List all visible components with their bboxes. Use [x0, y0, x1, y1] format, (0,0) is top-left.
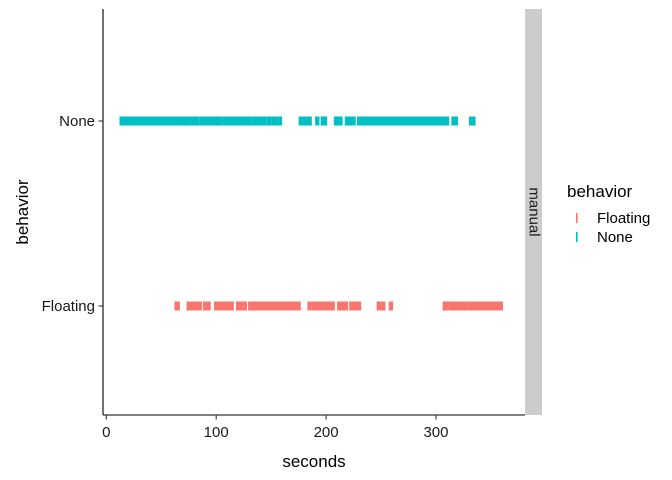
x-tick-label: 200: [314, 424, 339, 441]
data-point-none: [260, 116, 265, 126]
data-point-floating: [254, 301, 260, 311]
data-point-none: [322, 116, 328, 126]
data-point-floating: [381, 301, 386, 311]
data-point-none: [344, 116, 350, 126]
y-axis-ticks: Floating None: [42, 113, 103, 315]
y-tick-label: Floating: [42, 298, 95, 315]
data-point-floating: [307, 301, 312, 311]
data-point-floating: [193, 301, 198, 311]
data-point-none: [444, 116, 450, 126]
data-point-none: [315, 116, 320, 126]
data-point-floating: [328, 301, 333, 311]
panel-background: [103, 9, 525, 415]
data-point-floating: [206, 301, 211, 311]
data-point-none: [253, 116, 258, 126]
data-point-floating: [478, 301, 484, 311]
data-point-floating: [296, 301, 301, 311]
chart-marks: [119, 116, 504, 311]
data-point-floating: [337, 301, 342, 311]
data-point-none: [227, 116, 232, 126]
data-point-none: [159, 116, 164, 126]
x-tick-label: 300: [423, 424, 448, 441]
data-point-none: [405, 116, 410, 126]
legend-label-floating: Floating: [597, 210, 650, 227]
data-point-floating: [267, 301, 273, 311]
data-point-floating: [443, 301, 449, 311]
facet-strip-background: [525, 9, 542, 415]
y-axis-title: behavior: [13, 179, 32, 245]
data-point-none: [244, 116, 250, 126]
data-point-none: [394, 116, 399, 126]
legend: behavior Floating None: [567, 182, 650, 246]
data-point-floating: [492, 301, 497, 311]
data-point-none: [351, 116, 356, 126]
x-axis-title: seconds: [282, 452, 345, 471]
data-point-floating: [349, 301, 354, 311]
data-point-none: [139, 116, 144, 126]
data-point-floating: [292, 301, 297, 311]
data-point-none: [392, 116, 397, 126]
legend-key-floating: [576, 213, 578, 223]
data-point-floating: [278, 301, 284, 311]
facet-strip: manual: [525, 9, 543, 415]
facet-strip-label: manual: [526, 187, 543, 236]
data-point-none: [246, 116, 252, 126]
y-tick-label: None: [59, 113, 95, 130]
data-point-none: [262, 116, 267, 126]
x-axis-ticks: 0 100 200 300: [102, 415, 449, 441]
data-point-none: [195, 116, 200, 126]
data-point-none: [207, 116, 212, 126]
data-point-floating: [197, 301, 202, 311]
data-point-floating: [229, 301, 234, 311]
data-point-floating: [356, 301, 362, 311]
data-point-floating: [376, 301, 382, 311]
plot-panel: [102, 9, 525, 416]
data-point-floating: [187, 301, 193, 311]
legend-key-none: [576, 232, 578, 242]
data-point-none: [453, 116, 458, 126]
data-point-none: [307, 116, 312, 126]
data-point-floating: [227, 301, 232, 311]
data-point-floating: [343, 301, 349, 311]
data-point-none: [201, 116, 207, 126]
data-point-none: [174, 116, 179, 126]
data-point-floating: [175, 301, 180, 311]
legend-title: behavior: [567, 182, 633, 201]
data-point-none: [320, 116, 325, 126]
x-tick-label: 100: [204, 424, 229, 441]
data-point-none: [154, 116, 160, 126]
data-point-none: [433, 116, 439, 126]
data-point-none: [365, 116, 371, 126]
data-point-none: [218, 116, 223, 126]
data-point-none: [277, 116, 283, 126]
data-point-floating: [341, 301, 346, 311]
data-point-none: [418, 116, 423, 126]
data-point-floating: [498, 301, 504, 311]
data-point-floating: [312, 301, 318, 311]
data-point-floating: [240, 301, 245, 311]
data-point-floating: [281, 301, 286, 311]
data-point-floating: [242, 301, 247, 311]
data-point-none: [471, 116, 476, 126]
data-point-none: [186, 116, 191, 126]
data-point-none: [240, 116, 245, 126]
x-tick-label: 0: [102, 424, 110, 441]
data-point-none: [273, 116, 278, 126]
data-point-floating: [250, 301, 255, 311]
data-point-floating: [388, 301, 394, 311]
data-point-floating: [489, 301, 495, 311]
legend-label-none: None: [597, 229, 633, 246]
data-point-none: [134, 116, 140, 126]
data-point-none: [181, 116, 186, 126]
data-point-floating: [330, 301, 335, 311]
data-point-none: [211, 116, 217, 126]
data-point-none: [333, 116, 339, 126]
data-point-none: [338, 116, 343, 126]
data-point-floating: [463, 301, 468, 311]
data-point-none: [266, 116, 272, 126]
data-point-floating: [352, 301, 357, 311]
data-point-none: [381, 116, 386, 126]
